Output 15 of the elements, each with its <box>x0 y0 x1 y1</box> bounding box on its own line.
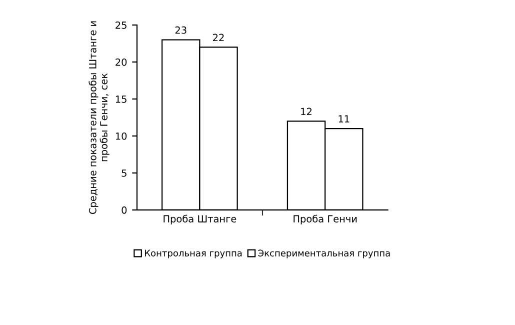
y-axis-title: Средние показатели пробы Штанге и пробы Генчи, сек <box>88 21 110 214</box>
data-label: 11 <box>338 115 350 122</box>
x-tick-label: Проба Штанге <box>164 214 236 224</box>
legend-label: Экспериментальная группа <box>258 250 390 258</box>
data-label: 23 <box>175 26 186 34</box>
x-tick-label: Проба Генчи <box>294 214 357 224</box>
y-tick-label: 5 <box>122 170 126 177</box>
legend-label: Контрольная группа <box>145 250 242 258</box>
y-tick-label: 0 <box>122 206 127 214</box>
y-tick-label: 20 <box>116 58 127 66</box>
y-tick-label: 25 <box>116 22 126 29</box>
data-label: 22 <box>213 34 224 42</box>
y-tick-label: 10 <box>116 132 127 140</box>
data-label: 12 <box>301 108 312 115</box>
y-tick-label: 15 <box>116 96 126 103</box>
